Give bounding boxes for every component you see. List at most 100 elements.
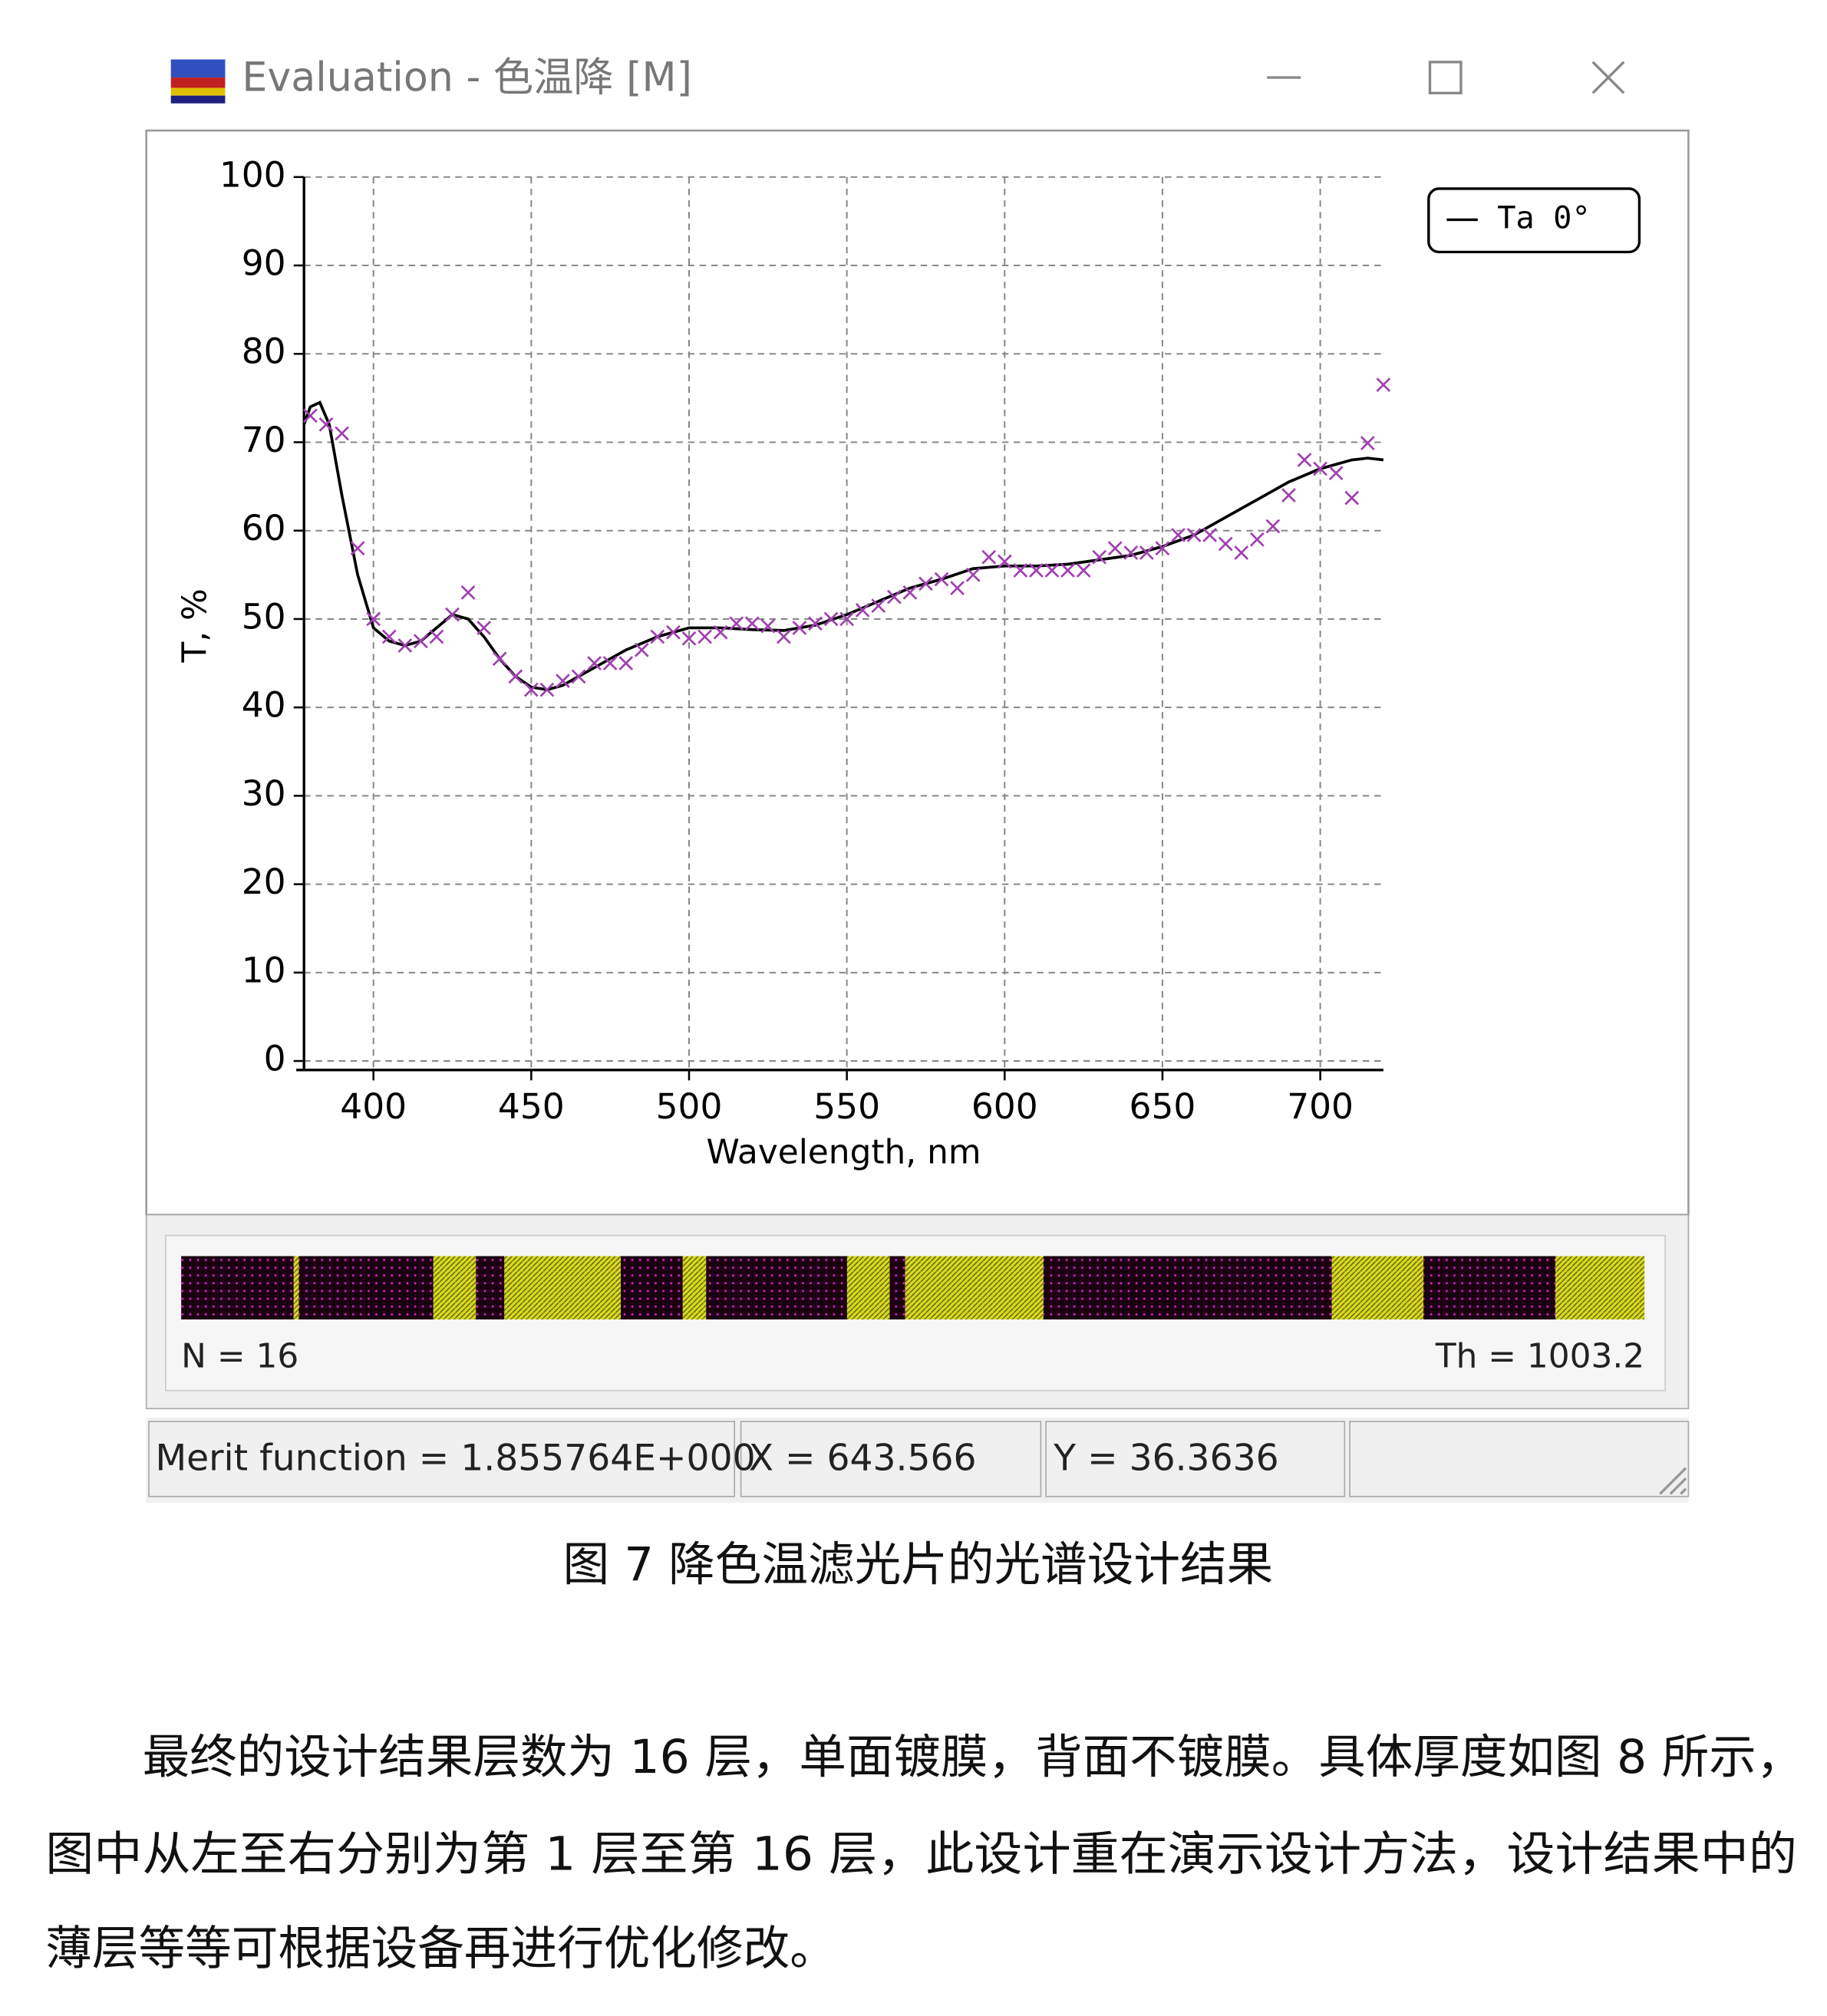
status-cell — [1349, 1421, 1690, 1497]
data-point — [1186, 528, 1202, 542]
layer — [433, 1256, 477, 1319]
x-tick-label: 600 — [971, 1086, 1038, 1127]
window-title: Evaluation - 色温降 [M] — [242, 54, 692, 100]
maximize-button[interactable] — [1428, 61, 1463, 94]
data-point — [950, 581, 965, 595]
data-point — [918, 576, 933, 591]
data-point — [508, 669, 523, 684]
cursor-x: X = 643.566 — [749, 1438, 977, 1480]
layer — [905, 1256, 1044, 1319]
data-point — [1313, 461, 1327, 476]
data-point — [981, 549, 997, 565]
x-tick-label: 700 — [1287, 1086, 1354, 1127]
data-point — [697, 629, 712, 644]
data-point — [1123, 545, 1139, 560]
data-point — [318, 417, 334, 432]
x-tick-label: 550 — [813, 1086, 880, 1127]
close-button[interactable] — [1591, 61, 1625, 94]
data-point — [1107, 541, 1123, 556]
layer — [298, 1256, 434, 1319]
data-point — [460, 585, 476, 600]
data-point — [1155, 541, 1170, 556]
status-bar — [146, 1418, 1689, 1504]
layer — [504, 1256, 622, 1319]
data-point — [792, 621, 807, 635]
data-point — [744, 616, 760, 631]
y-tick-label: 10 — [242, 950, 286, 990]
data-point — [777, 629, 791, 644]
data-point — [556, 674, 570, 688]
paragraph-line: 薄层等等可根据设备再进行优化修改。 — [45, 1922, 836, 1975]
layer — [293, 1256, 299, 1319]
legend-label: Ta 0° — [1497, 199, 1591, 236]
layer — [1331, 1256, 1424, 1319]
layer — [1423, 1256, 1555, 1319]
resize-grip[interactable] — [1659, 1467, 1687, 1495]
total-thickness: Th = 1003.2 — [1435, 1337, 1644, 1376]
data-point — [1171, 528, 1186, 542]
data-point — [855, 603, 870, 618]
data-point — [1060, 563, 1075, 578]
data-point — [366, 611, 381, 627]
data-point — [634, 642, 649, 657]
data-point — [839, 611, 855, 627]
data-point — [1360, 436, 1375, 451]
data-point — [1202, 528, 1218, 542]
app-icon — [170, 59, 226, 104]
data-point — [713, 624, 728, 640]
data-point — [335, 426, 349, 441]
data-point — [571, 669, 586, 684]
data-point — [823, 611, 839, 627]
data-point — [808, 616, 823, 631]
data-point — [1218, 536, 1233, 552]
data-point — [1234, 545, 1249, 560]
y-tick-label: 40 — [242, 685, 286, 726]
layer — [621, 1256, 683, 1319]
data-point — [997, 554, 1012, 569]
data-point — [1328, 466, 1344, 481]
data-point — [1344, 490, 1360, 506]
paragraph-line: 图中从左至右分别为第 1 层至第 16 层，此设计重在演示设计方法，设计结果中的 — [45, 1827, 1797, 1881]
x-tick-label: 400 — [340, 1086, 407, 1127]
y-tick-label: 70 — [242, 420, 286, 460]
data-point — [1013, 563, 1028, 578]
data-point — [681, 631, 697, 646]
x-tick-label: 650 — [1130, 1086, 1196, 1127]
x-tick-label: 500 — [656, 1086, 723, 1127]
y-tick-label: 60 — [242, 508, 286, 548]
layer-count: N = 16 — [181, 1337, 298, 1376]
data-point — [729, 616, 744, 631]
data-point — [1044, 563, 1060, 578]
paragraph-line: 最终的设计结果层数为 16 层，单面镀膜，背面不镀膜。具体厚度如图 8 所示， — [143, 1731, 1804, 1784]
status-cell — [740, 1421, 1042, 1497]
data-point — [1265, 519, 1281, 534]
y-tick-label: 50 — [242, 596, 286, 637]
data-line — [302, 400, 1384, 692]
cursor-y: Y = 36.3636 — [1053, 1438, 1278, 1480]
x-tick-label: 450 — [498, 1086, 565, 1127]
data-point — [1076, 563, 1091, 578]
data-point — [1029, 563, 1044, 578]
layer — [846, 1256, 890, 1319]
figure-caption: 图 7 降色温滤光片的光谱设计结果 — [562, 1538, 1273, 1592]
data-point — [429, 629, 444, 644]
y-axis-label: T, % — [175, 588, 214, 663]
layer — [1043, 1256, 1332, 1319]
data-point — [1297, 453, 1312, 467]
data-point — [414, 634, 428, 649]
layer — [476, 1256, 505, 1319]
chart: 0 10 20 30 40 50 60 70 80 90 100 400 450 500 550 600 650… — [175, 154, 1391, 1171]
y-tick-label: 30 — [242, 773, 286, 814]
merit-function: Merit function = 1.855764E+000 — [155, 1438, 755, 1480]
data-point — [1376, 377, 1391, 392]
data-point — [523, 682, 539, 697]
data-point — [381, 629, 397, 644]
y-tick-label: 20 — [242, 861, 286, 902]
data-point — [445, 607, 460, 622]
status-cell — [1045, 1421, 1346, 1497]
data-point — [666, 624, 681, 640]
data-point — [886, 589, 902, 604]
data-point — [871, 598, 886, 614]
data-point — [350, 541, 365, 556]
data-point — [602, 656, 618, 670]
